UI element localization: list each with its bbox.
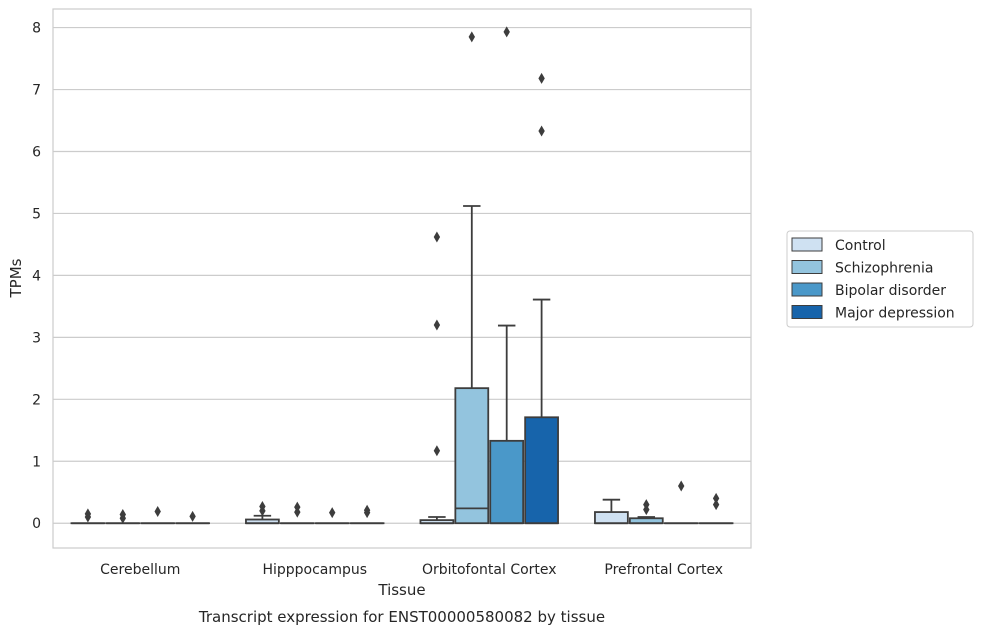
outlier-point [712,492,720,504]
y-tick-label: 3 [32,330,41,346]
y-tick-label: 6 [32,144,41,160]
box-schizophrenia [454,31,490,525]
y-tick-label: 8 [32,21,41,37]
outlier-point [468,31,475,43]
box-control [594,498,629,525]
box-bipolar-disorder [314,507,350,525]
legend-label: Control [835,238,886,254]
y-tick-labels: 0 1 2 3 4 5 6 7 8 [32,21,41,533]
y-tick-label: 2 [32,392,41,408]
outlier-point [329,507,336,519]
box-bipolar-disorder [489,26,525,525]
outlier-point [643,499,650,511]
x-tick-label: Cerebellum [100,562,180,578]
box-major-depression [524,72,559,525]
outlier-point [678,480,685,492]
outlier-point [189,510,196,522]
chart-caption: Transcript expression for ENST0000058008… [198,608,605,626]
legend: Control Schizophrenia Bipolar disorder Majo… [786,230,974,328]
legend-label: Schizophrenia [835,261,933,277]
legend-label: Bipolar disorder [835,283,946,299]
legend-frame [786,230,974,328]
box-schizophrenia [105,509,141,525]
plot-frame [52,8,752,549]
y-tick-label: 0 [32,516,41,532]
box-body [524,416,559,525]
outlier-point [294,501,301,513]
box-major-depression [698,492,734,525]
x-tick-label: Prefrontal Cortex [604,562,723,578]
outlier-point [538,72,545,84]
outlier-point [503,26,510,38]
x-tick-label: Orbitofontal Cortex [422,562,557,578]
x-axis-title: Tissue [377,581,425,599]
box-series [70,26,734,525]
y-axis-title: TPMs [7,258,25,298]
outlier-point [538,125,545,137]
x-tick-label: Hipppocampus [262,562,367,578]
box-control [70,508,106,525]
outlier-point [119,509,126,521]
outlier-point [712,499,720,511]
outlier-point [259,500,266,512]
outlier-point [84,508,92,520]
legend-swatch [791,282,823,297]
outlier-point [433,445,441,457]
box-schizophrenia [279,501,315,525]
y-tick-label: 4 [32,268,41,284]
legend-swatch [791,305,823,319]
box-control [245,500,280,525]
x-tick-labels: Cerebellum Hipppocampus Orbitofontal Corte… [100,562,723,578]
y-tick-label: 5 [32,206,41,222]
y-tick-label: 1 [32,454,41,470]
box-major-depression [349,504,385,525]
box-bipolar-disorder [663,480,699,525]
outlier-point [363,504,371,516]
box-body [489,439,525,525]
legend-swatch [791,260,823,274]
box-schizophrenia [628,499,664,525]
box-major-depression [175,510,210,525]
legend-label: Major depression [835,306,955,322]
box-body [454,387,490,525]
outlier-point [154,505,161,517]
y-tick-label: 7 [32,83,41,99]
outlier-point [433,319,441,331]
legend-swatch [791,237,823,252]
box-body [594,511,629,525]
box-bipolar-disorder [140,505,176,525]
outlier-point [433,231,441,243]
box-control [419,231,455,525]
